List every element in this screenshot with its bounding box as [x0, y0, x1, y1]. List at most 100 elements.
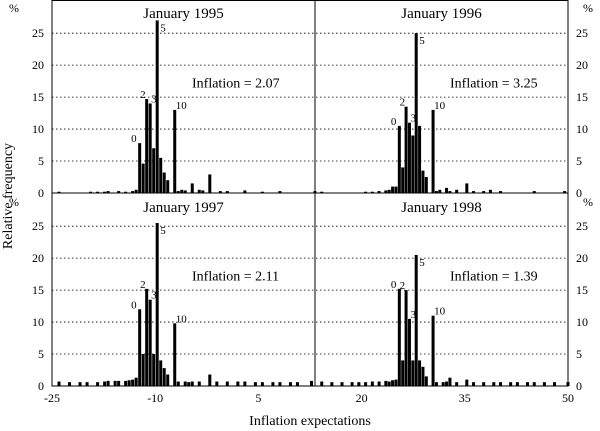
x-tick-label: -25 [44, 391, 60, 405]
histogram-bar [411, 360, 415, 386]
histogram-bar [145, 288, 149, 386]
y-tick-label-right: 10 [576, 122, 588, 136]
histogram-bar [215, 381, 219, 386]
histogram-bar [288, 382, 292, 386]
histogram-bar [225, 191, 229, 193]
histogram-bar [370, 381, 374, 386]
histogram-bar [208, 374, 212, 386]
y-tick-label-left: 25 [32, 26, 44, 40]
histogram-bar [431, 109, 435, 193]
bar-annotation: 2 [140, 89, 146, 101]
panel-title: January 1996 [401, 6, 482, 22]
histogram-bar [377, 191, 381, 193]
histogram-bar [542, 382, 546, 386]
histogram-bar [421, 366, 425, 386]
y-unit-label-left-bottom: % [9, 195, 19, 209]
histogram-bar [253, 382, 257, 386]
histogram-bar [162, 368, 166, 386]
histogram-bar [243, 381, 247, 386]
histogram-bar [260, 382, 264, 386]
histogram-bar [103, 381, 107, 386]
histogram-bar [509, 382, 513, 386]
histogram-bar [103, 191, 107, 193]
x-tick-label: 5 [255, 391, 261, 405]
bar-annotation: 0 [391, 279, 397, 291]
histogram-bar [320, 381, 324, 386]
histogram-bar [243, 190, 247, 193]
histogram-bar [141, 163, 145, 193]
histogram-bar [350, 382, 354, 386]
histogram-bar [441, 382, 445, 386]
y-tick-label-right: 5 [576, 347, 582, 361]
histogram-bar [166, 180, 170, 193]
y-tick-label-right: 10 [576, 315, 588, 329]
bar-annotation: 2 [400, 280, 406, 292]
histogram-bar [407, 122, 411, 193]
histogram-bar [260, 191, 264, 193]
y-tick-label-left: 5 [38, 154, 44, 168]
histogram-bar [236, 381, 240, 386]
x-axis-title: Inflation expectations [249, 414, 371, 429]
histogram-bar [187, 382, 191, 386]
histogram-bar [138, 143, 142, 193]
bar-annotation: 5 [160, 22, 166, 34]
histogram-bar [152, 354, 156, 386]
text-layer: Inflation expectations Relative frequenc… [1, 1, 593, 429]
histogram-bar [145, 99, 149, 193]
histogram-bar [218, 191, 222, 193]
histogram-bar [445, 381, 449, 386]
bar-annotation: 5 [419, 35, 425, 47]
histogram-bar [455, 382, 459, 386]
histogram-bar [421, 170, 425, 193]
y-unit-label-right-top: % [583, 1, 593, 15]
histogram-bar [201, 190, 205, 193]
histogram-bar [394, 186, 398, 193]
histogram-bar [173, 323, 177, 386]
panel-title: January 1997 [143, 200, 224, 216]
histogram-bar [96, 382, 100, 386]
y-tick-label-right: 25 [576, 219, 588, 233]
histogram-bar [96, 191, 100, 193]
histogram-bar [411, 135, 415, 193]
bar-annotation: 2 [140, 279, 146, 291]
frame-layer [51, 0, 569, 387]
histogram-bar [85, 382, 89, 386]
bar-annotation: 3 [410, 113, 416, 125]
histogram-bar [532, 191, 536, 193]
y-tick-label-left: 15 [32, 283, 44, 297]
y-tick-label-right: 20 [576, 251, 588, 265]
y-tick-label-left: 0 [38, 379, 44, 393]
y-tick-label-left: 15 [32, 90, 44, 104]
histogram-bar [68, 382, 72, 386]
y-tick-label-left: 20 [32, 58, 44, 72]
bar-annotation: 0 [131, 133, 137, 145]
histogram-bar [387, 381, 391, 386]
y-unit-label-right-bottom: % [583, 195, 593, 209]
y-tick-label-left: 0 [38, 186, 44, 200]
inflation-note: Inflation = 2.07 [192, 77, 280, 92]
y-tick-label-left: 10 [32, 122, 44, 136]
histogram-bar [180, 189, 184, 193]
histogram-bar [113, 380, 117, 386]
inflation-note: Inflation = 2.11 [192, 270, 279, 285]
x-tick-label: -10 [147, 391, 163, 405]
histogram-bar [173, 109, 177, 193]
histogram-bar [320, 191, 324, 193]
histogram-bar [418, 125, 422, 193]
x-tick-label: 20 [356, 391, 368, 405]
bar-annotation: 3 [151, 290, 157, 302]
histogram-bar [131, 379, 135, 386]
histogram-bar [515, 382, 519, 386]
histogram-bar [197, 189, 201, 193]
histogram-bar [148, 103, 152, 193]
histogram-bar [492, 382, 496, 386]
histogram-bar [176, 381, 180, 386]
histogram-bar [124, 380, 128, 386]
histogram-bar [225, 381, 229, 386]
histogram-bar [384, 190, 388, 193]
histogram-bar [159, 360, 163, 386]
histogram-bar [176, 191, 180, 193]
histogram-bar [340, 382, 344, 386]
histogram-bar [499, 382, 503, 386]
histogram-bar [391, 380, 395, 386]
